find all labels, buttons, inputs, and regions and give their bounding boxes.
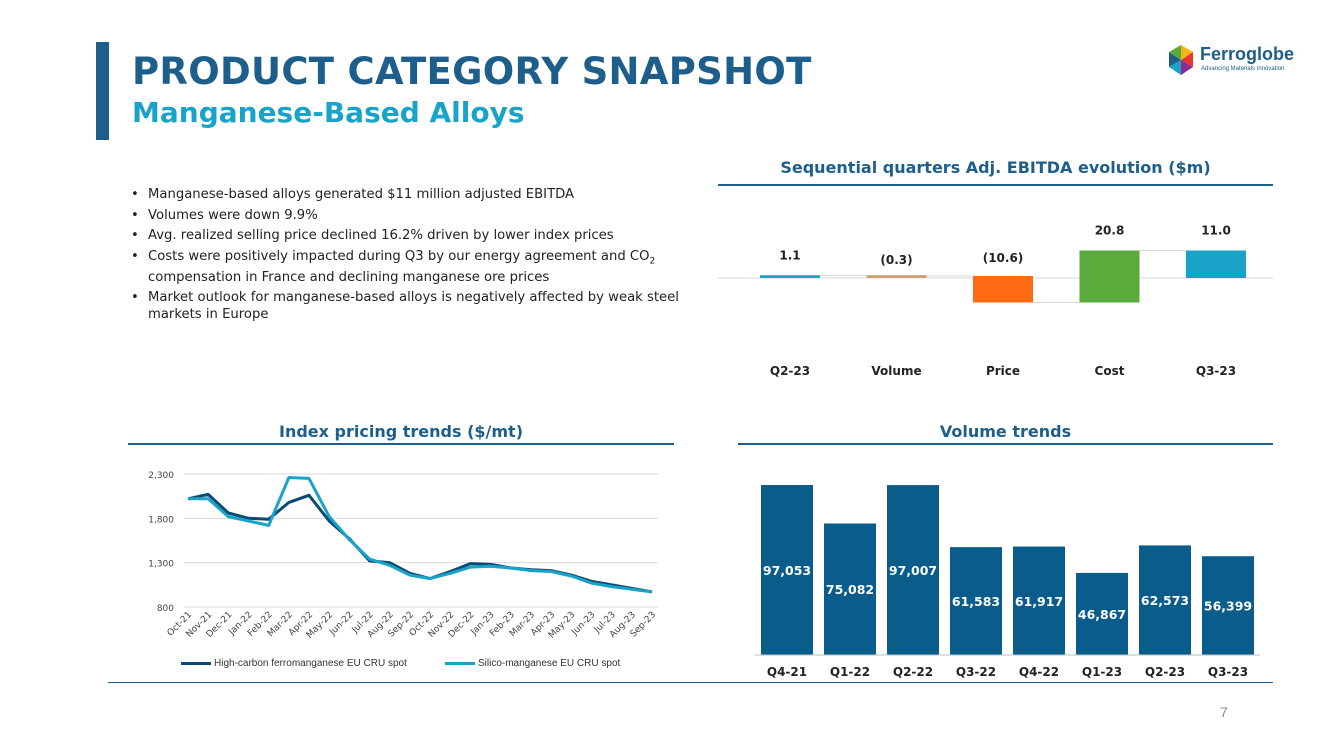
volume-category-label: Q1-23 <box>1082 665 1122 679</box>
legend-swatch <box>181 662 211 665</box>
volume-value-label: 97,053 <box>763 563 811 578</box>
ebitda-chart-title: Sequential quarters Adj. EBITDA evolutio… <box>780 158 1211 177</box>
volume-title-rule <box>738 443 1273 445</box>
legend-item-silico-manganese: Silico-manganese EU CRU spot <box>445 658 620 669</box>
volume-value-label: 61,583 <box>952 594 1000 609</box>
volume-category-label: Q3-22 <box>956 665 996 679</box>
waterfall-category-label: Price <box>986 364 1020 378</box>
volume-bar <box>1202 556 1254 655</box>
volume-category-label: Q4-21 <box>767 665 807 679</box>
volume-category-label: Q1-22 <box>830 665 870 679</box>
waterfall-bar <box>973 276 1033 303</box>
volume-bar-chart: 97,053 Q4-21 75,082 Q1-22 97,007 Q2-22 61,583 Q… <box>755 485 1260 679</box>
waterfall-category-label: Volume <box>871 364 921 378</box>
waterfall-value-label: (0.3) <box>880 253 912 267</box>
title-accent-bar <box>96 42 109 140</box>
volume-category-label: Q3-23 <box>1208 665 1248 679</box>
waterfall-bar <box>760 275 820 278</box>
index-title-rule <box>128 443 674 445</box>
waterfall-bar <box>1186 250 1246 278</box>
waterfall-category-label: Cost <box>1095 364 1125 378</box>
waterfall-value-label: (10.6) <box>983 251 1024 265</box>
logo-tagline: Advancing Materials Innovation <box>1201 66 1285 72</box>
index-chart-title: Index pricing trends ($/mt) <box>279 422 523 441</box>
volume-value-label: 46,867 <box>1078 607 1126 622</box>
legend-label: Silico-manganese EU CRU spot <box>478 658 621 669</box>
page-subtitle: Manganese-Based Alloys <box>132 96 525 129</box>
logo-name: Ferroglobe <box>1200 44 1295 64</box>
bullet-item: Avg. realized selling price declined 16.… <box>130 228 690 245</box>
volume-value-label: 61,917 <box>1015 594 1063 609</box>
waterfall-bar <box>866 275 927 278</box>
bullet-item: Costs were positively impacted during Q3… <box>130 249 690 287</box>
waterfall-bar <box>1079 250 1140 303</box>
volume-value-label: 62,573 <box>1141 593 1189 608</box>
ebitda-waterfall-chart: 1.1 Q2-23 (0.3) Volume (10.6) Price 20.8 Cost 11… <box>718 224 1273 378</box>
ebitda-title-rule <box>718 184 1273 186</box>
line-series-silico-manganese <box>188 476 653 594</box>
legend-swatch <box>445 662 475 665</box>
volume-category-label: Q2-23 <box>1145 665 1185 679</box>
volume-bar <box>761 485 813 655</box>
volume-bar <box>1013 546 1065 655</box>
summary-bullets: Manganese-based alloys generated $11 mil… <box>130 187 690 327</box>
y-tick-label: 800 <box>157 604 174 614</box>
y-tick-label: 2,300 <box>148 471 174 481</box>
volume-bar <box>887 485 939 655</box>
volume-category-label: Q2-22 <box>893 665 933 679</box>
bullet-item: Manganese-based alloys generated $11 mil… <box>130 187 690 204</box>
volume-bar <box>1076 572 1128 655</box>
ferroglobe-logo: Ferroglobe Advancing Materials Innovatio… <box>1166 44 1296 78</box>
index-pricing-line-chart: 8001,3001,8002,300Oct-21Nov-21Dec-21Jan-… <box>148 471 658 641</box>
globe-logo-icon <box>1169 45 1193 75</box>
volume-chart-title: Volume trends <box>939 422 1072 441</box>
waterfall-category-label: Q3-23 <box>1196 364 1236 378</box>
volume-category-label: Q4-22 <box>1019 665 1059 679</box>
footer-rule <box>108 682 1273 683</box>
volume-value-label: 97,007 <box>889 563 937 578</box>
waterfall-category-label: Q2-23 <box>770 364 810 378</box>
volume-value-label: 56,399 <box>1204 599 1252 614</box>
waterfall-value-label: 11.0 <box>1201 224 1231 238</box>
page-title: PRODUCT CATEGORY SNAPSHOT <box>132 50 812 93</box>
volume-bar <box>1139 545 1191 655</box>
page-number: 7 <box>1220 704 1228 720</box>
bullet-item: Volumes were down 9.9% <box>130 208 690 225</box>
legend-label: High-carbon ferromanganese EU CRU spot <box>214 658 407 669</box>
waterfall-value-label: 20.8 <box>1095 224 1125 238</box>
waterfall-value-label: 1.1 <box>779 248 800 262</box>
legend-item-hc-ferromanganese: High-carbon ferromanganese EU CRU spot <box>181 658 407 669</box>
volume-value-label: 75,082 <box>826 582 874 597</box>
y-tick-label: 1,300 <box>148 560 174 570</box>
volume-bar <box>950 547 1002 655</box>
y-tick-label: 1,800 <box>148 515 174 525</box>
bullet-item: Market outlook for manganese-based alloy… <box>130 290 690 323</box>
volume-bar <box>824 523 876 655</box>
